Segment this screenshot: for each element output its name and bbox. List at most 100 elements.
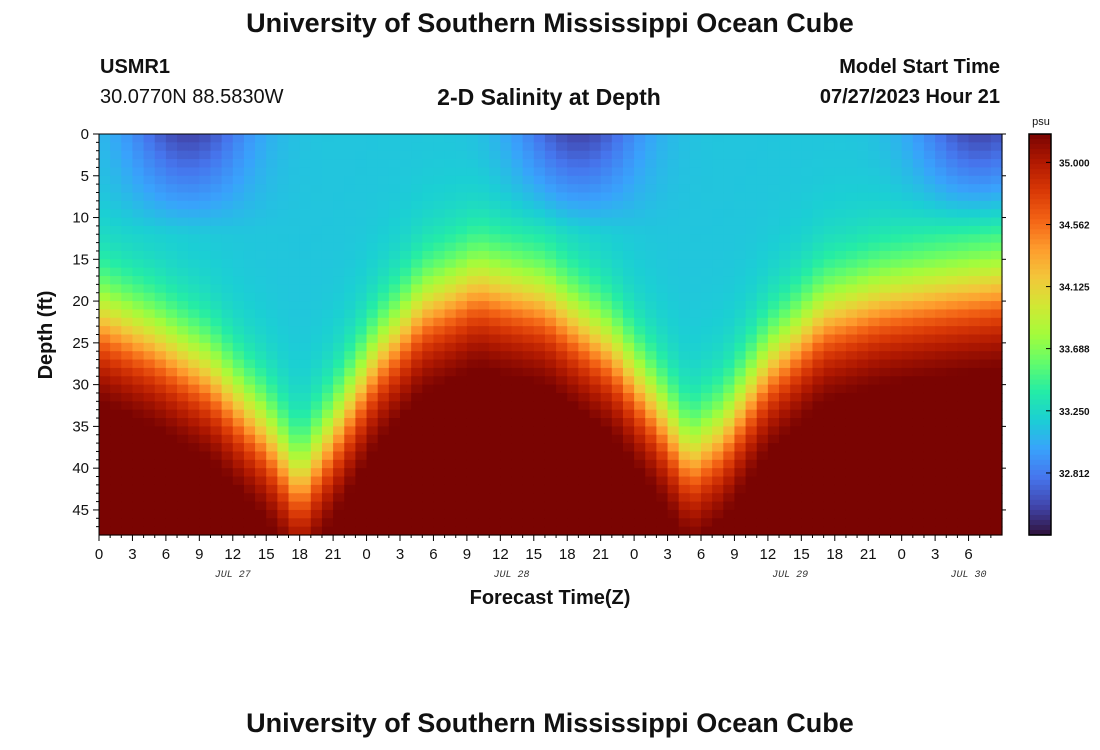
heatmap-cell xyxy=(422,509,435,519)
heatmap-cell xyxy=(355,493,368,503)
heatmap-cell xyxy=(923,134,936,143)
heatmap-cell xyxy=(823,434,836,444)
heatmap-cell xyxy=(154,317,167,327)
heatmap-cell xyxy=(310,509,323,519)
heatmap-cell xyxy=(177,259,189,269)
heatmap-cell xyxy=(433,200,446,210)
heatmap-cell xyxy=(712,484,724,494)
heatmap-cell xyxy=(377,259,390,269)
heatmap-cell xyxy=(299,150,312,160)
heatmap-cell xyxy=(901,376,914,386)
heatmap-cell xyxy=(255,401,267,411)
heatmap-cell xyxy=(366,326,379,336)
heatmap-cell xyxy=(578,468,591,478)
heatmap-cell xyxy=(199,451,212,461)
heatmap-cell xyxy=(489,401,501,411)
heatmap-cell xyxy=(210,376,223,386)
heatmap-cell xyxy=(779,509,791,519)
heatmap-cell xyxy=(355,376,368,386)
heatmap-cell xyxy=(511,292,524,302)
colorbar-segment xyxy=(1029,144,1051,150)
heatmap-cell xyxy=(344,301,357,311)
heatmap-cell xyxy=(957,142,970,152)
heatmap-cell xyxy=(812,526,825,536)
heatmap-cell xyxy=(433,326,446,336)
heatmap-cell xyxy=(466,426,479,436)
heatmap-cell xyxy=(165,342,178,352)
heatmap-cell xyxy=(622,267,635,277)
heatmap-cell xyxy=(210,409,223,419)
heatmap-cell xyxy=(701,434,713,444)
heatmap-cell xyxy=(589,217,602,227)
heatmap-cell xyxy=(845,250,858,260)
heatmap-cell xyxy=(600,142,613,152)
heatmap-cell xyxy=(923,493,936,503)
heatmap-cell xyxy=(99,225,111,235)
heatmap-cell xyxy=(366,142,379,152)
heatmap-cell xyxy=(433,292,446,302)
heatmap-cell xyxy=(790,367,802,377)
heatmap-cell xyxy=(845,217,858,227)
heatmap-cell xyxy=(433,284,446,294)
heatmap-cell xyxy=(634,367,646,377)
heatmap-cell xyxy=(834,175,847,185)
heatmap-cell xyxy=(99,301,111,311)
heatmap-cell xyxy=(110,267,122,277)
heatmap-cell xyxy=(444,334,457,344)
heatmap-cell xyxy=(444,409,457,419)
heatmap-cell xyxy=(912,409,925,419)
heatmap-cell xyxy=(433,134,446,143)
date-label: JUL 30 xyxy=(951,570,987,581)
heatmap-cell xyxy=(522,509,535,519)
heatmap-cell xyxy=(578,192,591,202)
heatmap-cell xyxy=(199,267,212,277)
heatmap-cell xyxy=(890,418,903,427)
heatmap-cell xyxy=(611,418,624,427)
heatmap-cell xyxy=(355,234,368,244)
heatmap-cell xyxy=(500,501,513,511)
heatmap-cell xyxy=(366,493,379,503)
heatmap-cell xyxy=(845,150,858,160)
heatmap-cell xyxy=(344,309,357,319)
heatmap-cell xyxy=(834,518,847,528)
heatmap-cell xyxy=(879,159,892,169)
heatmap-cell xyxy=(667,518,680,528)
heatmap-cell xyxy=(366,276,379,285)
heatmap-cell xyxy=(790,250,802,260)
heatmap-cell xyxy=(110,134,122,143)
colorbar-segment xyxy=(1029,489,1051,496)
heatmap-cell xyxy=(801,468,814,478)
heatmap-cell xyxy=(879,476,892,486)
heatmap-cell xyxy=(801,359,814,369)
heatmap-cell xyxy=(556,276,568,285)
heatmap-cell xyxy=(912,250,925,260)
heatmap-cell xyxy=(890,468,903,478)
heatmap-cell xyxy=(444,426,457,436)
colorbar-segment xyxy=(1029,209,1051,215)
colorbar-segment xyxy=(1029,309,1051,316)
heatmap-cell xyxy=(255,501,267,511)
heatmap-cell xyxy=(165,234,178,244)
heatmap-cell xyxy=(221,234,234,244)
heatmap-cell xyxy=(823,476,836,486)
heatmap-cell xyxy=(790,184,802,194)
heatmap-cell xyxy=(611,526,624,536)
heatmap-cell xyxy=(600,134,613,143)
heatmap-cell xyxy=(823,159,836,169)
heatmap-cell xyxy=(567,217,579,227)
heatmap-cell xyxy=(321,150,334,160)
heatmap-cell xyxy=(556,242,568,252)
heatmap-cell xyxy=(935,334,947,344)
heatmap-cell xyxy=(912,426,925,436)
heatmap-cell xyxy=(756,459,769,469)
heatmap-cell xyxy=(600,334,613,344)
heatmap-cell xyxy=(288,234,301,244)
heatmap-cell xyxy=(968,484,981,494)
heatmap-cells xyxy=(99,134,1003,536)
heatmap-cell xyxy=(366,451,379,461)
heatmap-cell xyxy=(745,250,758,260)
heatmap-cell xyxy=(779,426,791,436)
heatmap-cell xyxy=(288,418,301,427)
heatmap-cell xyxy=(723,317,736,327)
heatmap-cell xyxy=(923,484,936,494)
